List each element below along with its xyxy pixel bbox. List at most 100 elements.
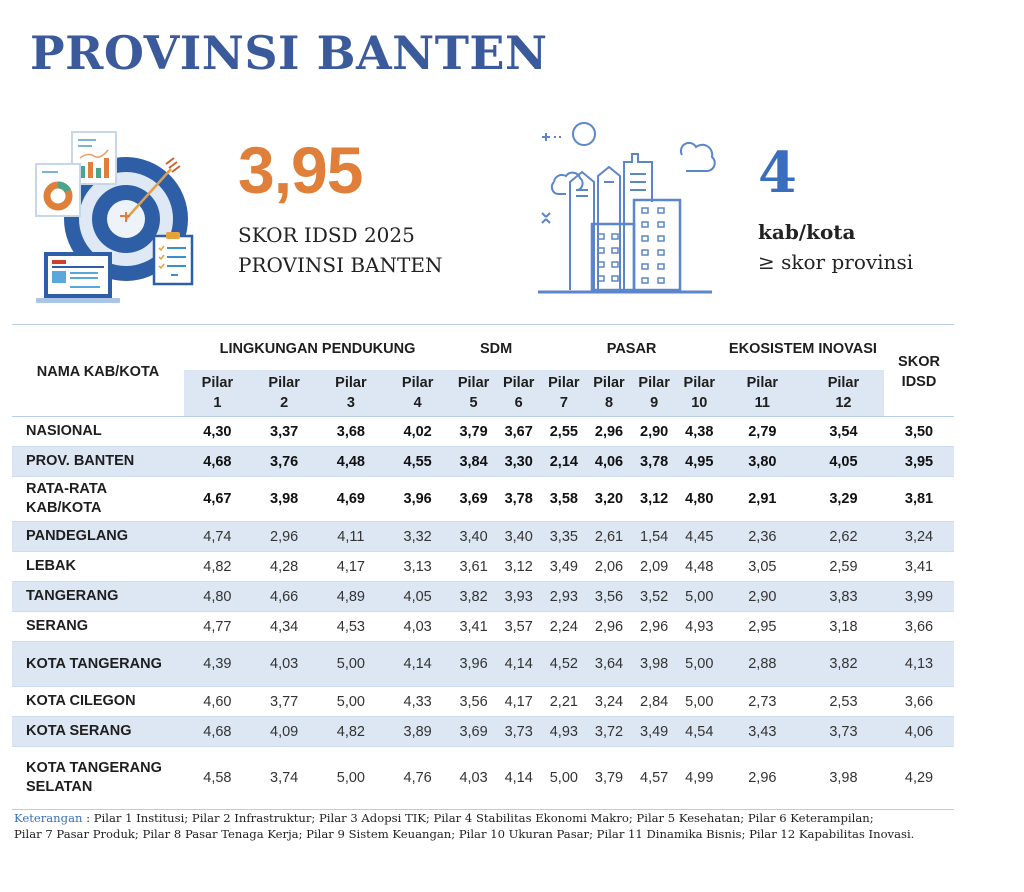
legend-separator: : bbox=[82, 811, 94, 825]
name-column-header: NAMA KAB/KOTA bbox=[12, 324, 184, 417]
arrow-fletching bbox=[165, 157, 181, 173]
pilar-5-value: 3,79 bbox=[451, 416, 497, 447]
pilar-number: 10 bbox=[691, 395, 708, 411]
pilar-12-value: 3,98 bbox=[802, 746, 884, 810]
city-buildings-illustration bbox=[538, 122, 716, 294]
pilar-12-value: 3,82 bbox=[802, 641, 884, 687]
pilar-header-9: Pilar 9 bbox=[631, 370, 677, 417]
pilar-2-value: 3,98 bbox=[250, 476, 318, 522]
pilar-6-value: 3,67 bbox=[496, 416, 542, 447]
pilar-3-value: 5,00 bbox=[317, 686, 385, 717]
sun-icon bbox=[572, 122, 596, 146]
idsd-table: NAMA KAB/KOTA LINGKUNGAN PENDUKUNG SDM P… bbox=[12, 324, 954, 810]
pilar-10-value: 4,99 bbox=[676, 746, 722, 810]
pilar-4-value: 3,13 bbox=[384, 551, 451, 582]
table-row: KOTA SERANG 4,68 4,09 4,82 3,89 3,69 3,73 4,93 3… bbox=[12, 716, 954, 747]
pilar-5-value: 3,56 bbox=[451, 686, 497, 717]
pilar-11-value: 2,73 bbox=[721, 686, 803, 717]
pilar-2-value: 4,28 bbox=[250, 551, 318, 582]
pilar-10-value: 5,00 bbox=[676, 581, 722, 612]
table-body: NASIONAL 4,30 3,37 3,68 4,02 3,79 3,67 2,55 2,96… bbox=[12, 416, 954, 810]
pilar-word: Pilar bbox=[457, 375, 490, 391]
pilar-header-2: Pilar 2 bbox=[250, 370, 318, 417]
pilar-8-value: 3,79 bbox=[586, 746, 632, 810]
pilar-number: 2 bbox=[280, 395, 289, 411]
target-analytics-illustration bbox=[35, 131, 194, 303]
pilar-11-value: 2,36 bbox=[721, 521, 803, 552]
pilar-header-11: Pilar 11 bbox=[721, 370, 803, 417]
legend-line1-text: Pilar 1 Institusi; Pilar 2 Infrastruktur… bbox=[93, 811, 874, 825]
building-3 bbox=[623, 153, 653, 290]
pilar-4-value: 4,05 bbox=[384, 581, 451, 612]
legend-key: Keterangan bbox=[14, 811, 83, 825]
pilar-8-value: 3,20 bbox=[586, 476, 632, 522]
skor-idsd-value: 3,50 bbox=[884, 416, 954, 447]
pilar-5-value: 3,40 bbox=[451, 521, 497, 552]
pilar-6-value: 3,78 bbox=[496, 476, 542, 522]
pilar-12-value: 4,05 bbox=[802, 446, 884, 477]
pilar-9-value: 2,90 bbox=[631, 416, 677, 447]
pilar-word: Pilar bbox=[746, 375, 779, 391]
pilar-2-value: 3,74 bbox=[250, 746, 318, 810]
pilar-5-value: 3,41 bbox=[451, 611, 497, 642]
pilar-4-value: 4,02 bbox=[384, 416, 451, 447]
group-header-sdm: SDM bbox=[451, 324, 542, 370]
pilar-7-value: 2,14 bbox=[541, 446, 587, 477]
page-title: PROVINSI BANTEN bbox=[30, 26, 548, 80]
pilar-8-value: 3,72 bbox=[586, 716, 632, 747]
pilar-8-value: 4,06 bbox=[586, 446, 632, 477]
pilar-4-value: 4,76 bbox=[384, 746, 451, 810]
pilar-word: Pilar bbox=[401, 375, 434, 391]
pilar-8-value: 2,96 bbox=[586, 416, 632, 447]
pilar-word: Pilar bbox=[683, 375, 715, 391]
skor-idsd-value: 3,24 bbox=[884, 521, 954, 552]
pilar-12-value: 3,73 bbox=[802, 716, 884, 747]
arrow-icon bbox=[125, 168, 172, 220]
group-header-ekosistem: EKOSISTEM INOVASI bbox=[721, 324, 884, 370]
pilar-number: 1 bbox=[213, 395, 222, 411]
pilar-word: Pilar bbox=[827, 375, 860, 391]
table-row: TANGERANG 4,80 4,66 4,89 4,05 3,82 3,93 2,93 3,5… bbox=[12, 581, 954, 612]
row-name: TANGERANG bbox=[12, 581, 184, 612]
pilar-6-value: 3,12 bbox=[496, 551, 542, 582]
pilar-number: 5 bbox=[469, 395, 478, 411]
skor-idsd-value: 4,06 bbox=[884, 716, 954, 747]
pilar-word: Pilar bbox=[201, 375, 234, 391]
pilar-1-value: 4,60 bbox=[184, 686, 251, 717]
pilar-header-10: Pilar 10 bbox=[676, 370, 722, 417]
pilar-12-value: 2,53 bbox=[802, 686, 884, 717]
table-row: RATA-RATA KAB/KOTA 4,67 3,98 4,69 3,96 3,69 3,… bbox=[12, 476, 954, 522]
pilar-5-value: 3,61 bbox=[451, 551, 497, 582]
pilar-6-value: 3,93 bbox=[496, 581, 542, 612]
pilar-1-value: 4,74 bbox=[184, 521, 251, 552]
row-name: KOTA SERANG bbox=[12, 716, 184, 747]
pilar-6-value: 4,14 bbox=[496, 641, 542, 687]
row-name: KOTA TANGERANG bbox=[12, 641, 184, 687]
skor-idsd-value: 3,81 bbox=[884, 476, 954, 522]
pilar-word: Pilar bbox=[335, 375, 367, 391]
pilar-2-value: 4,03 bbox=[250, 641, 318, 687]
pilar-8-value: 2,06 bbox=[586, 551, 632, 582]
pilar-3-value: 4,82 bbox=[317, 716, 385, 747]
pilar-2-value: 3,77 bbox=[250, 686, 318, 717]
idsd-score-value: 3,95 bbox=[238, 133, 363, 207]
pilar-word: Pilar bbox=[502, 375, 535, 391]
pilar-1-value: 4,77 bbox=[184, 611, 251, 642]
pilar-4-value: 4,33 bbox=[384, 686, 451, 717]
kabkota-count-value: 4 bbox=[758, 140, 797, 206]
pilar-9-value: 3,49 bbox=[631, 716, 677, 747]
legend-note-line1: Keterangan : Pilar 1 Institusi; Pilar 2 … bbox=[14, 810, 1014, 826]
pilar-6-value: 4,14 bbox=[496, 746, 542, 810]
skor-idsd-value: 3,99 bbox=[884, 581, 954, 612]
table-row: KOTA TANGERANG 4,39 4,03 5,00 4,14 3,96 4,14 4,… bbox=[12, 641, 954, 687]
pilar-header-12: Pilar 12 bbox=[802, 370, 884, 417]
pilar-5-value: 3,69 bbox=[451, 716, 497, 747]
pilar-4-value: 4,55 bbox=[384, 446, 451, 477]
skor-idsd-value: 4,13 bbox=[884, 641, 954, 687]
pilar-2-value: 4,09 bbox=[250, 716, 318, 747]
pilar-7-value: 5,00 bbox=[541, 746, 587, 810]
pilar-2-value: 2,96 bbox=[250, 521, 318, 552]
pilar-7-value: 3,49 bbox=[541, 551, 587, 582]
pilar-1-value: 4,30 bbox=[184, 416, 251, 447]
pilar-10-value: 4,95 bbox=[676, 446, 722, 477]
